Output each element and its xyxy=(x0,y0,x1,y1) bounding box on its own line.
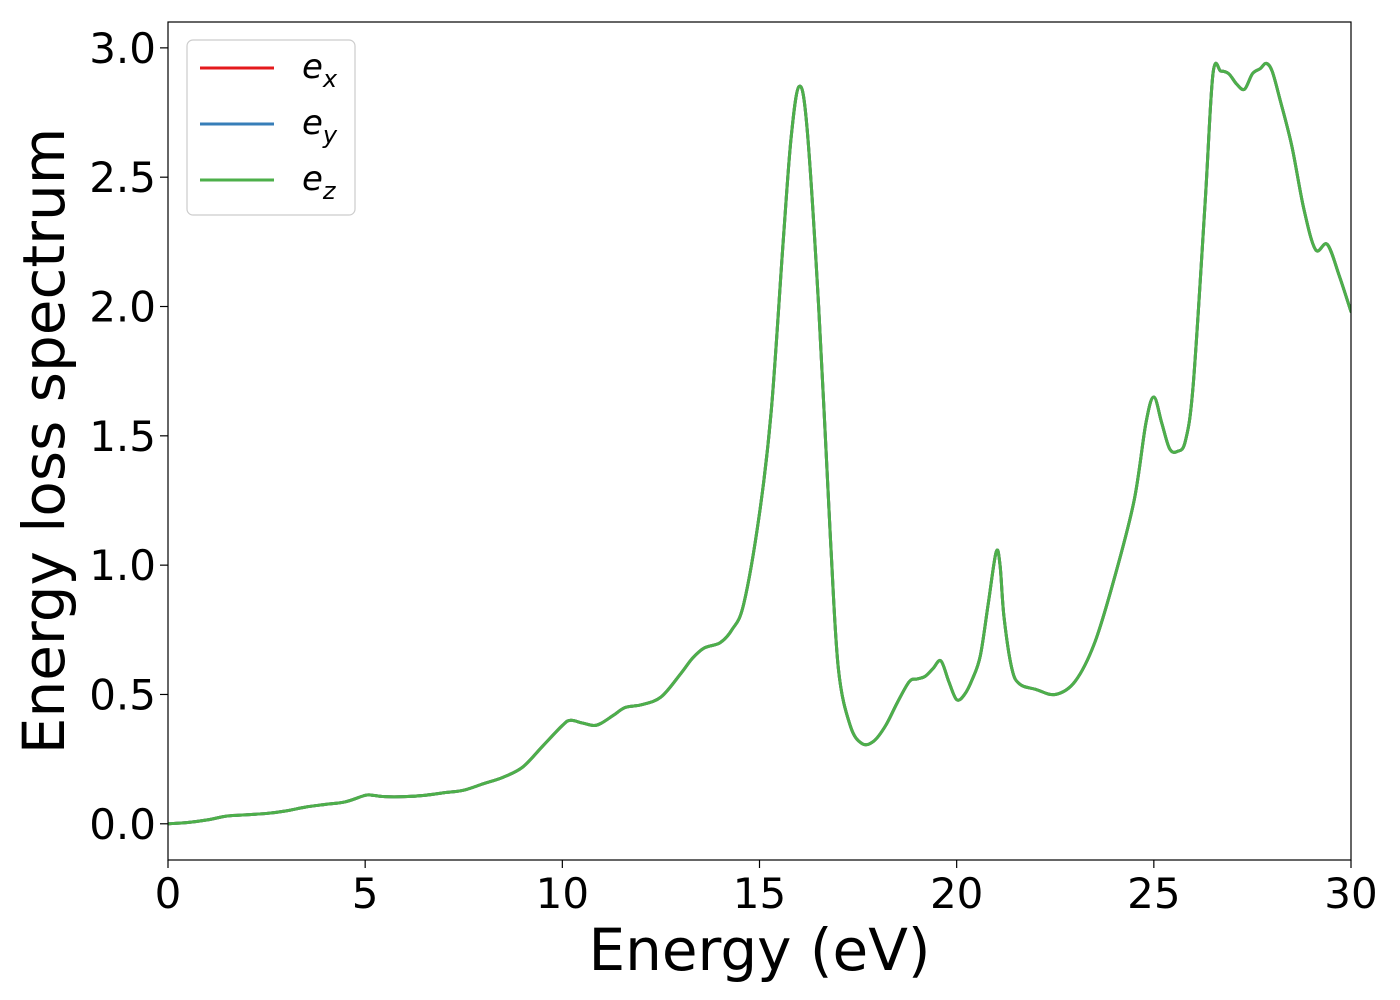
legend-label-subscript: z xyxy=(322,177,337,205)
x-tick-label: 10 xyxy=(536,869,589,918)
series-line-e-z xyxy=(168,61,1351,826)
legend-label-subscript: y xyxy=(322,121,338,149)
x-tick-label: 20 xyxy=(930,869,983,918)
series-layer xyxy=(168,61,1351,826)
x-tick-label: 0 xyxy=(155,869,182,918)
y-axis-title: Energy loss spectrum xyxy=(10,128,78,754)
y-tick-label: 0.0 xyxy=(89,800,156,849)
legend-label-e-y: ey xyxy=(302,103,338,149)
legend-label-base: e xyxy=(302,159,323,199)
y-tick-label: 1.5 xyxy=(89,412,156,461)
x-tick-label: 15 xyxy=(733,869,786,918)
x-tick-label: 25 xyxy=(1127,869,1180,918)
legend-label-base: e xyxy=(302,103,323,143)
legend-label-subscript: x xyxy=(322,65,338,93)
y-axis-ticks: 0.0 0.5 1.0 1.5 2.0 2.5 3.0 xyxy=(89,24,168,849)
x-axis-title: Energy (eV) xyxy=(588,916,930,984)
y-tick-label: 2.0 xyxy=(89,283,156,332)
x-tick-label: 30 xyxy=(1324,869,1377,918)
legend-box xyxy=(186,39,356,216)
legend-label-base: e xyxy=(302,47,323,87)
y-tick-label: 1.0 xyxy=(89,541,156,590)
legend-label-e-x: ex xyxy=(302,47,338,93)
y-tick-label: 2.5 xyxy=(89,153,156,202)
legend-label-e-z: ez xyxy=(302,159,337,205)
y-tick-label: 0.5 xyxy=(89,670,156,719)
x-axis-ticks: 0 5 10 15 20 25 30 xyxy=(155,860,1378,918)
y-tick-label: 3.0 xyxy=(89,24,156,73)
x-tick-label: 5 xyxy=(352,869,379,918)
